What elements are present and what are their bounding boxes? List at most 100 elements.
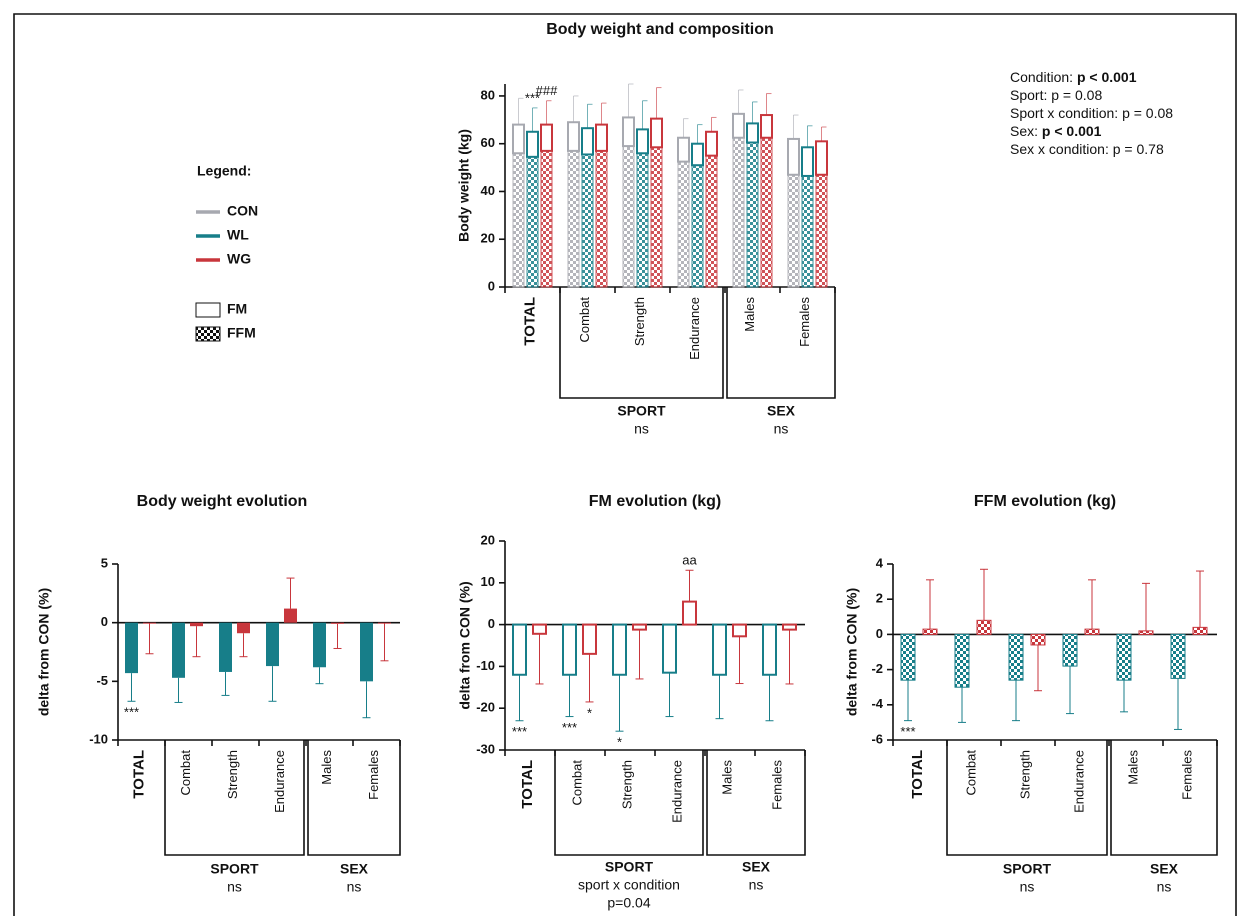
- fm-segment: [581, 127, 594, 156]
- y-axis-label: delta from CON (%): [844, 588, 860, 716]
- stat-line: Sex x condition: p = 0.78: [1010, 141, 1164, 157]
- y-tick-label: 20: [481, 532, 495, 547]
- y-tick-label: 20: [481, 231, 495, 246]
- fm-segment: [595, 123, 608, 152]
- bar: [331, 622, 344, 624]
- bar: [900, 633, 916, 681]
- y-tick-label: 10: [481, 574, 495, 589]
- y-tick-label: 0: [876, 626, 883, 641]
- y-axis-label: delta from CON (%): [457, 581, 473, 709]
- bar: [662, 623, 677, 674]
- bar: [512, 623, 527, 676]
- group-note: ns: [347, 879, 362, 895]
- stat-line: Condition: p < 0.001: [1010, 69, 1137, 85]
- ffm-segment: [677, 161, 690, 288]
- y-tick-label: 40: [481, 183, 495, 198]
- fm-segment: [636, 128, 649, 155]
- y-axis-label: Body weight (kg): [456, 129, 472, 242]
- y-tick-label: 80: [481, 87, 495, 102]
- bar: [143, 622, 156, 624]
- annotation: ***: [124, 705, 139, 720]
- stat-label: Sport:: [1010, 87, 1047, 103]
- stat-value: p < 0.001: [1042, 123, 1102, 139]
- x-tick-label: Males: [1125, 750, 1140, 785]
- y-tick-label: 0: [101, 614, 108, 629]
- x-tick-label: Combat: [963, 750, 978, 796]
- fm-segment: [801, 146, 814, 177]
- x-tick-label: Endurance: [687, 297, 702, 360]
- group-label: SEX: [742, 859, 771, 875]
- fm-segment: [760, 114, 773, 139]
- stat-value: p = 0.78: [1113, 141, 1164, 157]
- x-tick-label: Females: [366, 750, 381, 800]
- y-tick-label: -10: [89, 731, 108, 746]
- fm-segment: [732, 112, 745, 139]
- x-tick-label: TOTAL: [519, 760, 536, 809]
- ffm-segment: [801, 175, 814, 288]
- y-tick-label: 4: [876, 555, 884, 570]
- group-note: p=0.04: [607, 895, 650, 911]
- bar: [1030, 633, 1046, 646]
- x-tick-label: TOTAL: [130, 750, 147, 799]
- group-note: sport x condition: [578, 877, 680, 893]
- bar: [632, 623, 647, 631]
- fm-segment: [815, 140, 828, 176]
- group-bracket: [946, 740, 1108, 856]
- y-tick-label: 2: [876, 591, 883, 606]
- y-tick-label: -30: [476, 741, 495, 756]
- stat-line: Sex: p < 0.001: [1010, 123, 1102, 139]
- chart-title: Body weight and composition: [546, 21, 774, 38]
- bar: [125, 622, 138, 674]
- ffm-segment: [732, 137, 745, 288]
- group-note: ns: [634, 421, 649, 437]
- legend-label: WG: [227, 251, 251, 267]
- group-note: ns: [227, 879, 242, 895]
- group-bracket: [559, 287, 724, 399]
- bar: [313, 622, 326, 668]
- bar: [582, 623, 597, 655]
- bar: [266, 622, 279, 667]
- bar: [1062, 633, 1078, 667]
- annotation: ***: [525, 90, 540, 105]
- fm-segment: [691, 142, 704, 167]
- x-tick-label: Endurance: [272, 750, 287, 813]
- group-label: SPORT: [605, 859, 654, 875]
- group-bracket: [164, 740, 305, 856]
- x-tick-label: Strength: [632, 297, 647, 346]
- x-tick-label: TOTAL: [521, 297, 538, 346]
- bar: [954, 633, 970, 688]
- chart-title: Body weight evolution: [137, 493, 308, 510]
- y-tick-label: 0: [488, 278, 495, 293]
- ffm-segment: [622, 145, 635, 288]
- fm-segment: [622, 116, 635, 148]
- bar: [190, 622, 203, 627]
- bar: [782, 623, 797, 631]
- y-tick-label: -4: [871, 696, 883, 711]
- group-label: SEX: [340, 861, 369, 877]
- y-tick-label: 60: [481, 135, 495, 150]
- ffm-segment: [595, 150, 608, 288]
- ffm-segment: [581, 153, 594, 288]
- fm-segment: [746, 122, 759, 144]
- chart-title: FFM evolution (kg): [974, 493, 1116, 510]
- x-tick-label: Endurance: [669, 760, 684, 823]
- group-bracket: [554, 750, 704, 856]
- bar: [612, 623, 627, 676]
- fm-segment: [540, 123, 553, 152]
- bar: [1008, 633, 1024, 681]
- ffm-segment: [567, 150, 580, 288]
- figure-border: [13, 13, 1237, 916]
- legend-label: FM: [227, 301, 247, 317]
- bar: [1084, 628, 1100, 635]
- annotation: aa: [682, 553, 697, 568]
- x-tick-label: Strength: [225, 750, 240, 799]
- fm-segment: [526, 130, 539, 158]
- y-axis-label: delta from CON (%): [36, 588, 52, 716]
- bar: [1116, 633, 1132, 681]
- bar: [976, 619, 992, 635]
- ffm-segment: [746, 142, 759, 288]
- bar: [237, 622, 250, 634]
- y-tick-label: -6: [871, 731, 883, 746]
- x-tick-label: Combat: [569, 760, 584, 806]
